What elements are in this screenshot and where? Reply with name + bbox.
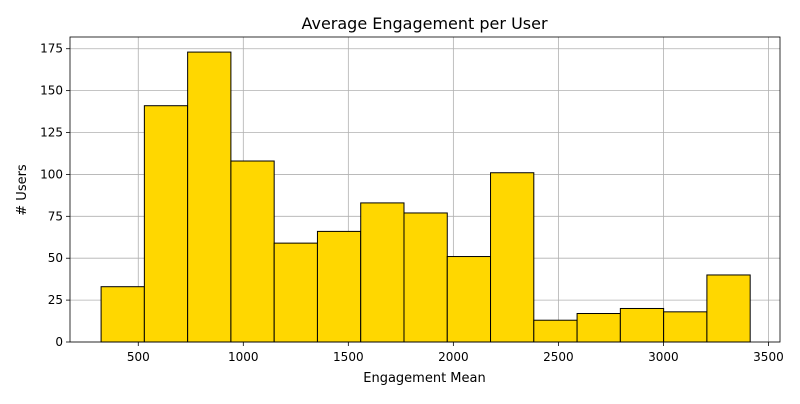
chart-title: Average Engagement per User (301, 14, 547, 33)
x-tick-label: 1500 (333, 350, 364, 364)
y-tick-label: 100 (40, 167, 63, 181)
histogram-bar (490, 172, 535, 343)
histogram-bar (273, 242, 318, 343)
histogram-bar (533, 319, 578, 343)
y-tick-label: 75 (48, 209, 63, 223)
y-tick-label: 50 (48, 251, 63, 265)
y-tick-label: 0 (55, 335, 63, 349)
histogram-bar (663, 311, 708, 343)
histogram-bar (316, 230, 362, 343)
x-tick-label: 1000 (228, 350, 259, 364)
y-tick-label: 25 (48, 293, 63, 307)
histogram-bar (360, 202, 405, 343)
histogram-bar (187, 51, 232, 343)
histogram-bar (230, 160, 275, 343)
histogram-bar (619, 307, 665, 343)
histogram-bar (446, 256, 492, 343)
y-tick-label: 125 (40, 126, 63, 140)
x-tick-label: 2500 (543, 350, 574, 364)
axis-ticks: 500 1000 1500 2000 2500 3000 3500 0 25 50 75 100 125… (40, 42, 784, 364)
x-tick-label: 3500 (753, 350, 784, 364)
histogram-bar (576, 313, 621, 343)
histogram-bar (706, 274, 751, 343)
x-axis-label: Engagement Mean (363, 371, 485, 386)
histogram-bar (143, 105, 189, 343)
x-tick-label: 2000 (438, 350, 469, 364)
plot-frame (69, 36, 781, 343)
x-tick-label: 3000 (648, 350, 679, 364)
histogram-bar (403, 212, 448, 343)
y-axis-label: # Users (15, 164, 30, 216)
y-tick-label: 150 (40, 84, 63, 98)
histogram-bar (100, 286, 145, 343)
x-tick-label: 500 (127, 350, 150, 364)
bars (100, 51, 751, 343)
y-tick-label: 175 (40, 42, 63, 56)
